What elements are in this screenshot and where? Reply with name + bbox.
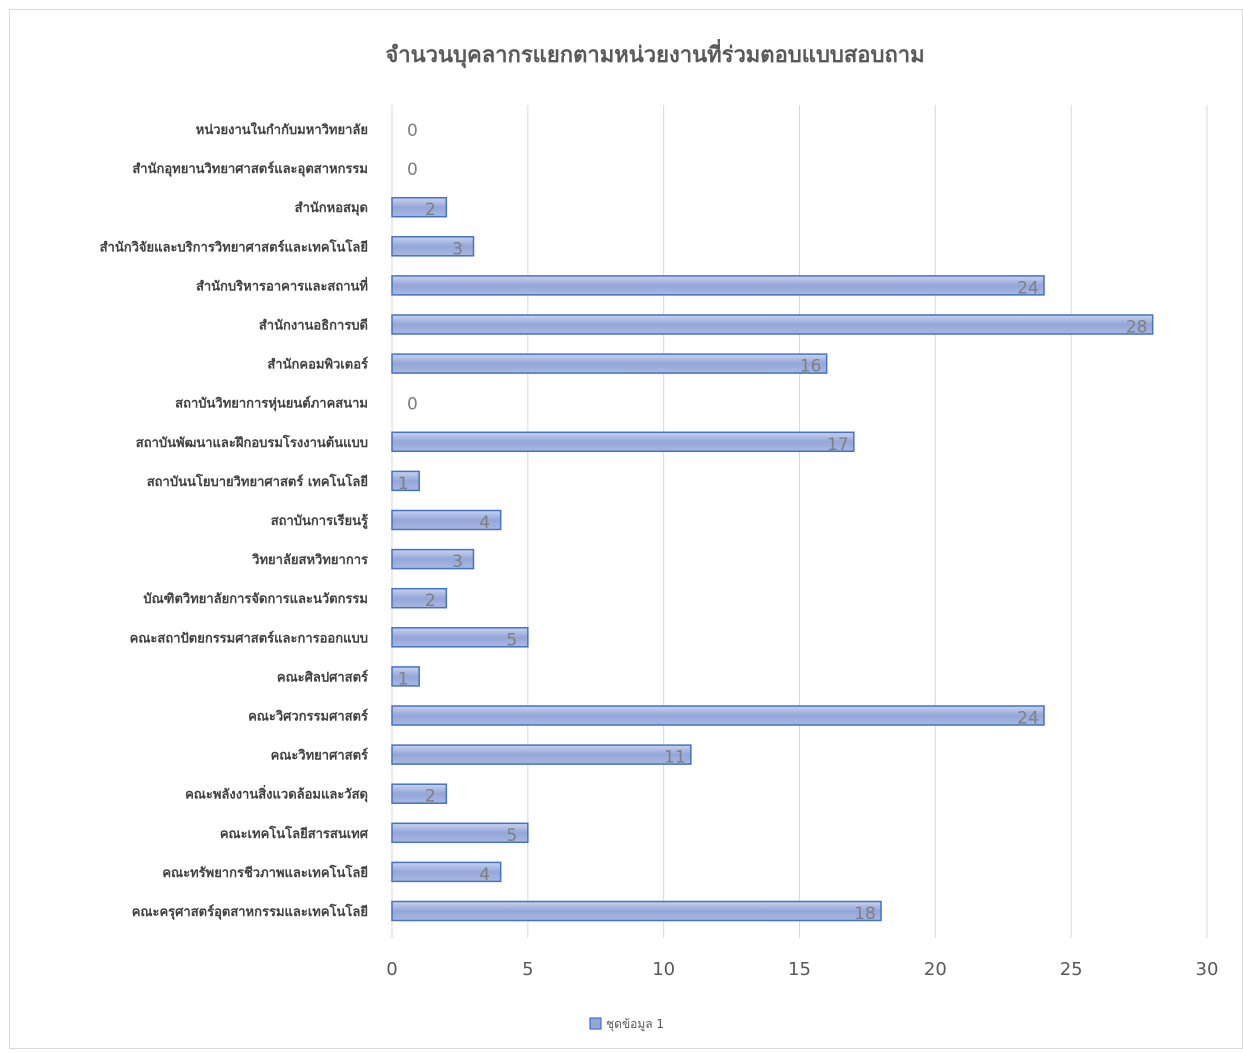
category-label: คณะวิศวกรรมศาสตร์ (248, 709, 368, 725)
bar (391, 627, 529, 648)
data-label: 1 (398, 474, 409, 494)
legend-swatch (589, 1017, 602, 1030)
category-label: สำนักบริหารอาคารและสถานที่ (196, 276, 368, 294)
bar (391, 470, 420, 492)
bar (391, 587, 448, 609)
category-label: คณะสถาปัตยกรรมศาสตร์และการออกแบบ (130, 630, 368, 646)
legend: ชุดข้อมูล 1 (589, 1017, 664, 1032)
bar (391, 783, 448, 804)
category-label: วิทยาลัยสหวิทยาการ (251, 553, 368, 568)
category-label: สำนักคอมพิวเตอร์ (267, 357, 368, 373)
category-label: คณะเทคโนโลยีสารสนเทศ (220, 825, 369, 842)
category-label: สำนักงานอธิการบดี (259, 318, 368, 334)
bar (391, 509, 502, 531)
data-label: 11 (664, 748, 686, 768)
category-label: สถาบันการเรียนรู้ (271, 513, 368, 529)
x-axis-tick-labels: 0 5 10 15 20 25 30 (386, 959, 1218, 980)
x-tick-label: 25 (1060, 959, 1083, 980)
category-label: คณะวิทยาศาสตร์ (271, 748, 368, 764)
data-label: 2 (425, 787, 436, 807)
data-label: 24 (1017, 278, 1039, 298)
x-tick-label: 30 (1196, 959, 1219, 980)
category-label: คณะศิลปศาสตร์ (277, 669, 368, 685)
data-label: 0 (407, 160, 418, 180)
x-tick-label: 0 (386, 959, 397, 980)
bar (391, 548, 475, 570)
category-label: สถาบันนโยบายวิทยาศาสตร์ เทคโนโลยี (147, 473, 368, 490)
bar (391, 822, 529, 844)
x-tick-label: 5 (522, 959, 533, 980)
bar (391, 666, 420, 687)
bar (391, 431, 855, 453)
data-label: 5 (506, 826, 517, 846)
legend-label: ชุดข้อมูล 1 (606, 1017, 664, 1032)
x-tick-label: 15 (788, 959, 811, 980)
data-label: 5 (506, 630, 517, 650)
grid-lines (391, 105, 1208, 938)
data-label: 18 (854, 904, 876, 924)
category-label: หน่วยงานในกำกับมหาวิทยาลัย (196, 121, 368, 138)
bar (391, 353, 828, 374)
bar (391, 196, 448, 218)
bar (391, 744, 692, 765)
data-label: 3 (452, 239, 463, 259)
x-tick-label: 20 (924, 959, 947, 980)
data-label: 2 (425, 591, 436, 611)
data-label: 1 (398, 669, 409, 689)
bar-chart: จำนวนบุคลากรแยกตามหน่วยงานที่ร่วมตอบแบบส… (100, 38, 1219, 1032)
bar (391, 275, 1045, 296)
chart-title: จำนวนบุคลากรแยกตามหน่วยงานที่ร่วมตอบแบบส… (385, 38, 924, 69)
category-label: สถาบันวิทยาการหุ่นยนต์ภาคสนาม (175, 396, 368, 412)
data-label: 2 (425, 200, 436, 220)
category-label: คณะทรัพยากรชีวภาพและเทคโนโลยี (162, 864, 368, 881)
category-label: สำนักวิจัยและบริการวิทยาศาสตร์และเทคโนโล… (100, 238, 368, 255)
category-label: คณะพลังงานสิ่งแวดล้อมและวัสดุ (185, 785, 368, 803)
bar (391, 861, 502, 883)
category-label: สถาบันพัฒนาและฝึกอบรมโรงงานต้นแบบ (136, 434, 368, 451)
data-label: 17 (827, 435, 849, 455)
chart-frame: จำนวนบุคลากรแยกตามหน่วยงานที่ร่วมตอบแบบส… (9, 9, 1243, 1049)
category-label: คณะครุศาสตร์อุตสาหกรรมและเทคโนโลยี (132, 903, 368, 920)
category-label: สำนักอุทยานวิทยาศาสตร์และอุตสาหกรรม (132, 161, 368, 177)
data-label: 24 (1017, 709, 1039, 729)
data-label: 28 (1126, 318, 1148, 338)
data-label: 4 (479, 865, 490, 885)
data-label: 0 (407, 121, 418, 141)
data-label: 16 (800, 357, 822, 377)
data-label: 0 (407, 395, 418, 415)
category-label: สำนักหอสมุด (295, 200, 368, 216)
x-tick-label: 10 (652, 959, 675, 980)
data-label: 3 (452, 552, 463, 572)
bar (391, 900, 882, 922)
bar (391, 314, 1154, 335)
bar (391, 705, 1045, 726)
category-label: บัณฑิตวิทยาลัยการจัดการและนวัตกรรม (143, 592, 368, 607)
bar (391, 236, 475, 257)
data-label: 4 (479, 513, 490, 533)
category-labels: คณะครุศาสตร์อุตสาหกรรมและเทคโนโลยี คณะทรั… (100, 121, 369, 920)
